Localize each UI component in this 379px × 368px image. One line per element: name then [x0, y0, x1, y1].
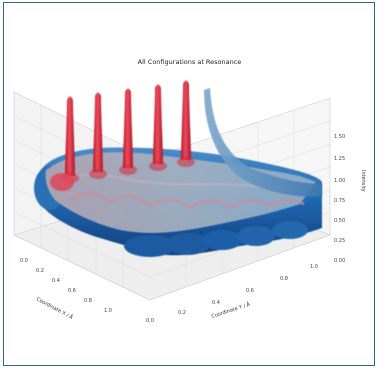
- surface-wall: [204, 88, 322, 197]
- z-tick-label: 1.25: [334, 156, 345, 162]
- x-tick-label: 0.0: [20, 258, 28, 264]
- peak-4: [153, 84, 163, 164]
- z-tick-label: 1.50: [334, 134, 345, 140]
- x-axis-label: Coordinate X / Å: [35, 296, 75, 322]
- peak-base-3: [119, 165, 137, 175]
- y-tick-label: 0.4: [212, 300, 220, 306]
- peak-base-4: [149, 161, 167, 171]
- y-tick-label: 0.6: [246, 288, 254, 294]
- peaks-group: [61, 80, 195, 183]
- peak-1: [65, 96, 75, 176]
- y-tick-label: 1.0: [310, 264, 318, 270]
- z-tick-label: 1.00: [334, 178, 345, 184]
- left-peak-bulge: [50, 173, 74, 191]
- y-tick-label: 0.8: [280, 276, 288, 282]
- y-axis-ticks: 0.0 0.2 0.4 0.6 0.8 1.0: [146, 264, 318, 324]
- x-tick-label: 1.0: [104, 308, 112, 314]
- x-tick-label: 0.6: [68, 288, 76, 294]
- peak-base-5: [177, 157, 195, 167]
- x-tick-label: 0.8: [84, 298, 92, 304]
- peak-2: [93, 92, 103, 172]
- x-tick-label: 0.2: [36, 268, 44, 274]
- z-tick-label: 0.00: [334, 258, 345, 264]
- y-tick-label: 0.2: [178, 310, 186, 316]
- z-tick-label: 0.25: [334, 238, 345, 244]
- z-axis-ticks: 0.00 0.25 0.50 0.75 1.00 1.25 1.50: [334, 134, 345, 264]
- z-axis-label: Intensity: [360, 170, 366, 192]
- chart-title: All Configurations at Resonance: [137, 58, 242, 66]
- peak-5: [181, 80, 191, 160]
- y-tick-label: 0.0: [146, 318, 154, 324]
- z-tick-label: 0.75: [334, 198, 345, 204]
- x-tick-label: 0.4: [52, 278, 60, 284]
- peak-3: [123, 88, 133, 168]
- peak-base-2: [89, 169, 107, 179]
- x-axis-ticks: 0.0 0.2 0.4 0.6 0.8 1.0: [20, 258, 112, 314]
- z-tick-label: 0.50: [334, 218, 345, 224]
